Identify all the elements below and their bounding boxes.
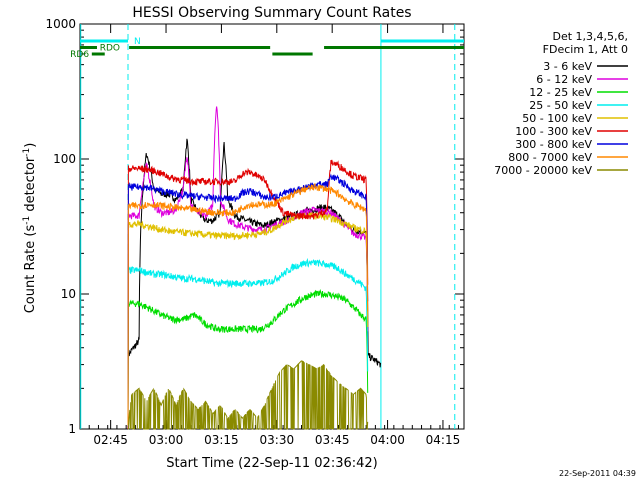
legend-entry-label: 12 - 25 keV xyxy=(529,86,592,99)
y-tick-label: 10 xyxy=(61,287,76,301)
chart-title: HESSI Observing Summary Count Rates xyxy=(132,5,411,21)
legend-entry-label: 300 - 800 keV xyxy=(515,138,592,151)
legend-entry-label: 800 - 7000 keV xyxy=(508,151,592,164)
plot-area: 1 10 100 1000 02:45 03:00 03:15 03:30 03:45 04:00… xyxy=(45,17,465,447)
series-line-6 xyxy=(127,173,369,427)
series-line-3 xyxy=(127,257,369,428)
y-axis-label: Count Rate (s-1 detector-1) xyxy=(22,143,38,314)
y-axis-label-sup2: -1 xyxy=(22,148,32,157)
legend-entry-label: 50 - 100 keV xyxy=(522,112,592,125)
y-tick-label: 1 xyxy=(68,422,76,436)
plot-frame xyxy=(79,23,465,430)
legend-header-line2: FDecim 1, Att 0 xyxy=(543,43,628,56)
y-axis-label-part1: Count Rate (s xyxy=(23,225,38,314)
series-line-5 xyxy=(127,159,369,430)
series-line-4 xyxy=(127,211,369,430)
legend-entry-label: 6 - 12 keV xyxy=(536,73,592,86)
x-tick-label: 03:15 xyxy=(204,433,239,447)
x-tick-label: 03:00 xyxy=(149,433,184,447)
y-tick-label: 1000 xyxy=(45,17,76,31)
y-tick-label: 100 xyxy=(53,152,76,166)
state-label-rdo: RDO xyxy=(100,44,120,54)
x-tick-label: 02:45 xyxy=(93,433,128,447)
series-line-1 xyxy=(127,106,369,426)
y-axis-label-sup1: -1 xyxy=(22,216,32,225)
y-axis-label-part2: detector xyxy=(23,156,38,216)
legend: Det 1,3,4,5,6, FDecim 1, Att 0 3 - 6 keV… xyxy=(494,30,628,177)
x-tick-label: 03:30 xyxy=(260,433,295,447)
legend-entry-label: 25 - 50 keV xyxy=(529,99,592,112)
legend-header-line1: Det 1,3,4,5,6, xyxy=(552,30,628,43)
footer-timestamp: 22-Sep-2011 04:39 xyxy=(559,469,636,478)
y-axis-label-part3: ) xyxy=(23,143,38,148)
legend-entry-label: 7000 - 20000 keV xyxy=(494,164,592,177)
x-tick-label: 04:00 xyxy=(370,433,405,447)
legend-entry-label: 100 - 300 keV xyxy=(515,125,592,138)
series-line-8 xyxy=(127,360,369,430)
x-tick-label: 04:15 xyxy=(426,433,461,447)
x-tick-label: 03:45 xyxy=(315,433,350,447)
series-line-7 xyxy=(127,183,369,426)
state-label-n: N xyxy=(134,37,141,47)
series-line-2 xyxy=(127,288,369,430)
state-label-rd6: RD6 xyxy=(70,50,89,60)
x-axis-label: Start Time (22-Sep-11 02:36:42) xyxy=(166,456,377,471)
legend-entry-label: 3 - 6 keV xyxy=(543,60,592,73)
